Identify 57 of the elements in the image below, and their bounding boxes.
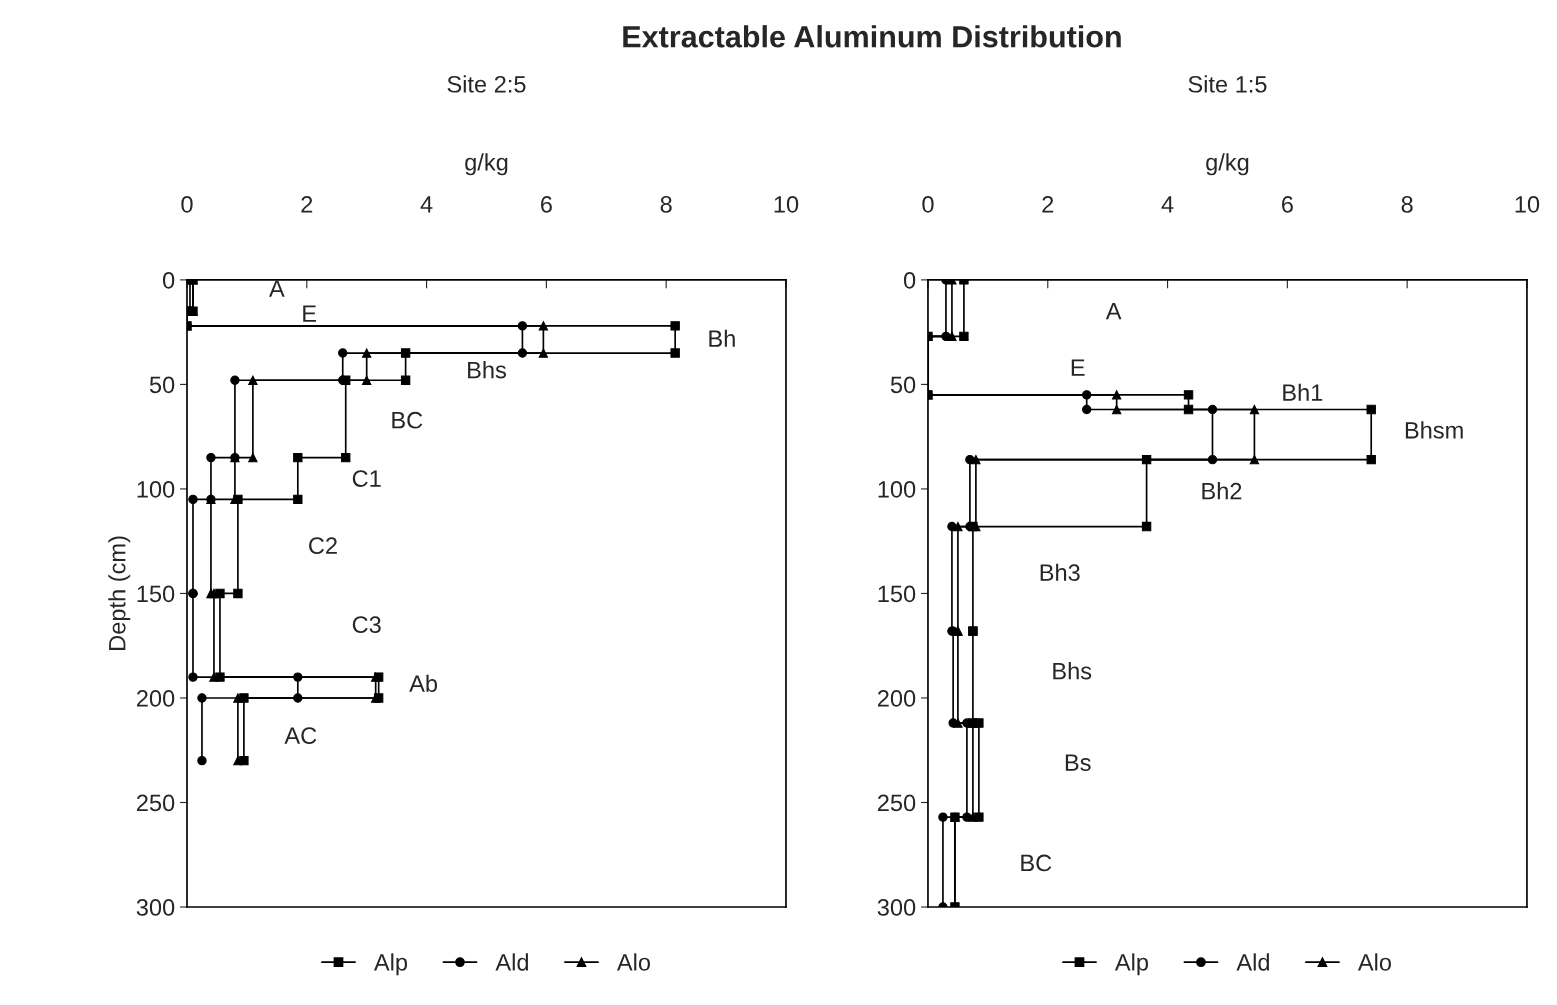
x-tick-label: 6 [1281, 196, 1293, 213]
annotation: Bhsm [1405, 421, 1463, 439]
y-axis-title: Depth (cm) [108, 536, 131, 650]
annotation: Bhs [1053, 662, 1092, 680]
y-tick-label: 300 [136, 899, 175, 916]
annotation: Bh3 [1040, 563, 1080, 581]
legend-label: Alp [373, 953, 408, 976]
x-axis-title: g/kg [465, 153, 508, 176]
chart-subtitle: Site 1:5 [1188, 75, 1267, 93]
y-tick-label: 200 [877, 690, 916, 707]
x-axis-title: g/kg [1206, 153, 1249, 176]
annotation: AC [284, 727, 317, 745]
y-tick-label: 50 [149, 376, 175, 394]
x-tick-label: 4 [420, 196, 433, 213]
annotation: A [269, 280, 285, 297]
x-tick-label: 10 [1515, 196, 1540, 213]
annotation: BC [1021, 854, 1052, 872]
annotation: C1 [352, 470, 381, 487]
annotation: Bs [1065, 754, 1091, 771]
annotation: E [303, 305, 317, 322]
y-tick-label: 300 [877, 899, 916, 916]
text: Extractable Aluminum Distribution [623, 25, 1121, 48]
annotation: Bhs [468, 361, 506, 379]
x-tick-label: 10 [774, 196, 799, 213]
x-tick-label: 0 [181, 196, 193, 213]
y-tick-label: 100 [137, 481, 175, 498]
annotation: C3 [352, 616, 381, 634]
annotation: A [1105, 302, 1122, 320]
annotation: Ab [409, 674, 438, 692]
x-tick-label: 8 [660, 196, 672, 213]
legend-label: Alp [1114, 953, 1149, 976]
x-tick-label: 8 [1401, 196, 1413, 213]
y-tick-label: 0 [162, 271, 175, 289]
annotation: Bh1 [1283, 383, 1323, 401]
chart-subtitle: Site 2:5 [447, 75, 526, 93]
legend-label: Ald [1236, 953, 1269, 971]
y-tick-label: 100 [878, 481, 916, 498]
y-tick-label: 250 [877, 794, 916, 812]
x-tick-label: 4 [1161, 196, 1174, 213]
legend-label: Alo [1357, 953, 1391, 971]
y-tick-label: 50 [890, 376, 916, 394]
annotation: C2 [309, 537, 337, 555]
annotation: Bh [709, 329, 735, 347]
y-tick-label: 150 [137, 585, 175, 603]
annotation: E [1071, 359, 1085, 376]
y-tick-label: 0 [903, 271, 916, 289]
annotation: BC [392, 411, 423, 429]
legend-label: Alo [616, 953, 651, 971]
legend-label: Ald [495, 953, 528, 971]
annotation: Bh2 [1202, 482, 1242, 500]
x-tick-label: 2 [301, 196, 313, 213]
x-tick-label: 0 [922, 196, 934, 213]
y-tick-label: 150 [878, 585, 916, 603]
x-tick-label: 2 [1042, 196, 1054, 213]
x-tick-label: 6 [541, 196, 552, 213]
y-tick-label: 250 [136, 794, 175, 812]
y-tick-label: 200 [136, 690, 175, 707]
